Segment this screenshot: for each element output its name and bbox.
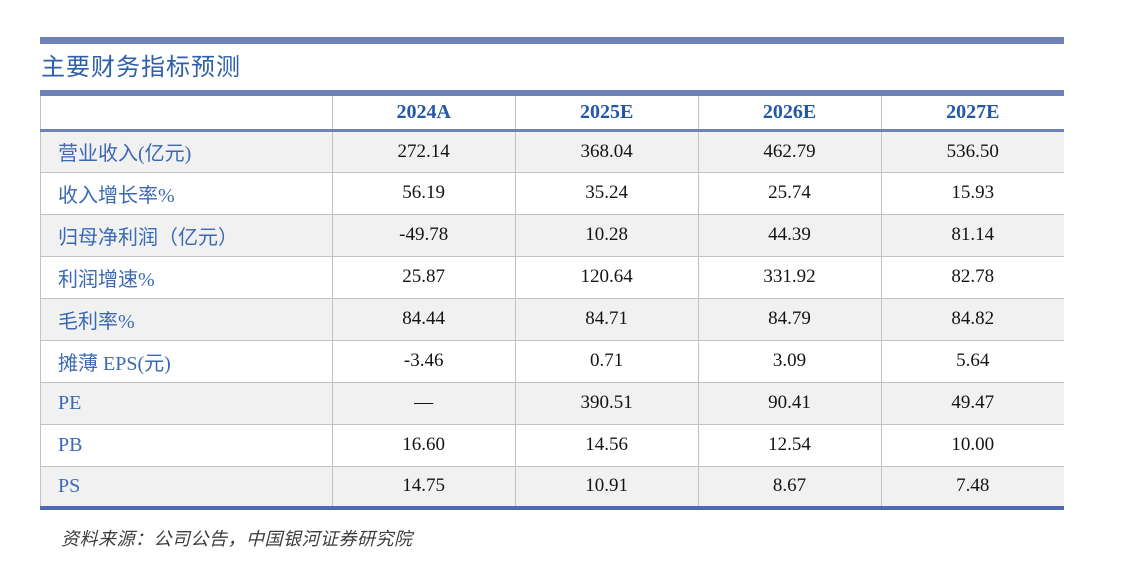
report-section: 主要财务指标预测 2024A 2025E 2026E 2027E 营业收入(亿元) 27… (40, 0, 1064, 551)
cell-value: 44.39 (698, 214, 882, 257)
cell-value: 10.00 (881, 424, 1064, 467)
table-row: PE —390.51 90.41 49.47 (40, 382, 1064, 425)
source-note: 资料来源：公司公告，中国银河证券研究院 (61, 529, 413, 549)
row-label: PS (40, 466, 333, 508)
cell-value: 84.79 (698, 298, 882, 341)
column-header: 2027E (881, 93, 1064, 132)
cell-value: 49.47 (881, 382, 1064, 425)
table-row: 收入增长率% 56.19 35.24 25.74 15.93 (40, 172, 1064, 215)
column-header: 2024A (332, 93, 516, 132)
row-label: 利润增速% (40, 256, 333, 299)
cell-value: 56.19 (332, 172, 516, 215)
cell-value: 14.75 (332, 466, 516, 508)
cell-value: 81.14 (881, 214, 1064, 257)
cell-value: 84.44 (332, 298, 516, 341)
row-label: 收入增长率% (40, 172, 333, 215)
cell-value: 82.78 (881, 256, 1064, 299)
table-row: 摊薄 EPS(元) -3.46 0.71 3.09 5.64 (40, 340, 1064, 383)
cell-value: 331.92 (698, 256, 882, 299)
table-row: PS 14.75 10.91 8.67 7.48 (40, 466, 1064, 508)
cell-value: 25.74 (698, 172, 882, 215)
cell-value: 10.91 (515, 466, 699, 508)
column-header: 2026E (698, 93, 882, 132)
cell-value: 10.28 (515, 214, 699, 257)
table-row: 营业收入(亿元) 272.14 368.04 462.79 536.50 (40, 130, 1064, 173)
financial-forecast-table: 2024A 2025E 2026E 2027E 营业收入(亿元) 272.14 368.0… (40, 90, 1064, 510)
row-label: 毛利率% (40, 298, 333, 341)
row-label: 摊薄 EPS(元) (40, 340, 333, 383)
cell-value: 3.09 (698, 340, 882, 383)
cell-value: 84.82 (881, 298, 1064, 341)
row-label: PE (40, 382, 333, 425)
table-row: 归母净利润（亿元） -49.78 10.28 44.39 81.14 (40, 214, 1064, 257)
row-label: 营业收入(亿元) (40, 130, 333, 173)
cell-value: 25.87 (332, 256, 516, 299)
cell-value: 8.67 (698, 466, 882, 508)
table-row: 毛利率% 84.44 84.71 84.79 84.82 (40, 298, 1064, 341)
cell-value: -49.78 (332, 214, 516, 257)
cell-value: 368.04 (515, 130, 699, 173)
table-body: 营业收入(亿元) 272.14 368.04 462.79 536.50 收入增长率% 56… (40, 130, 1064, 508)
cell-value: 14.56 (515, 424, 699, 467)
cell-value: 16.60 (332, 424, 516, 467)
cell-value: 12.54 (698, 424, 882, 467)
cell-value: 0.71 (515, 340, 699, 383)
column-header: 2025E (515, 93, 699, 132)
cell-value: 5.64 (881, 340, 1064, 383)
cell-value: 35.24 (515, 172, 699, 215)
table-row: 利润增速% 25.87 120.64 331.92 82.78 (40, 256, 1064, 299)
cell-value: 84.71 (515, 298, 699, 341)
cell-value: 15.93 (881, 172, 1064, 215)
cell-value: 120.64 (515, 256, 699, 299)
cell-value: 7.48 (956, 475, 990, 497)
row-label: 归母净利润（亿元） (40, 214, 333, 257)
cell-value: 390.51 (515, 382, 699, 425)
row-label: PB (40, 424, 333, 467)
table-row: PB 16.60 14.56 12.54 10.00 (40, 424, 1064, 467)
cell-value: 536.50 (881, 130, 1064, 173)
top-accent-bar (40, 37, 1064, 44)
page-title: 主要财务指标预测 (41, 55, 241, 81)
table-header: 2024A 2025E 2026E 2027E (40, 93, 1064, 132)
cell-value: 462.79 (698, 130, 882, 173)
corner-cell (40, 93, 333, 132)
table-header-row: 2024A 2025E 2026E 2027E (40, 93, 1064, 132)
cell-value: -3.46 (332, 340, 516, 383)
cell-value: 90.41 (698, 382, 882, 425)
cell-value: — (332, 382, 516, 425)
cell-value: 272.14 (332, 130, 516, 173)
